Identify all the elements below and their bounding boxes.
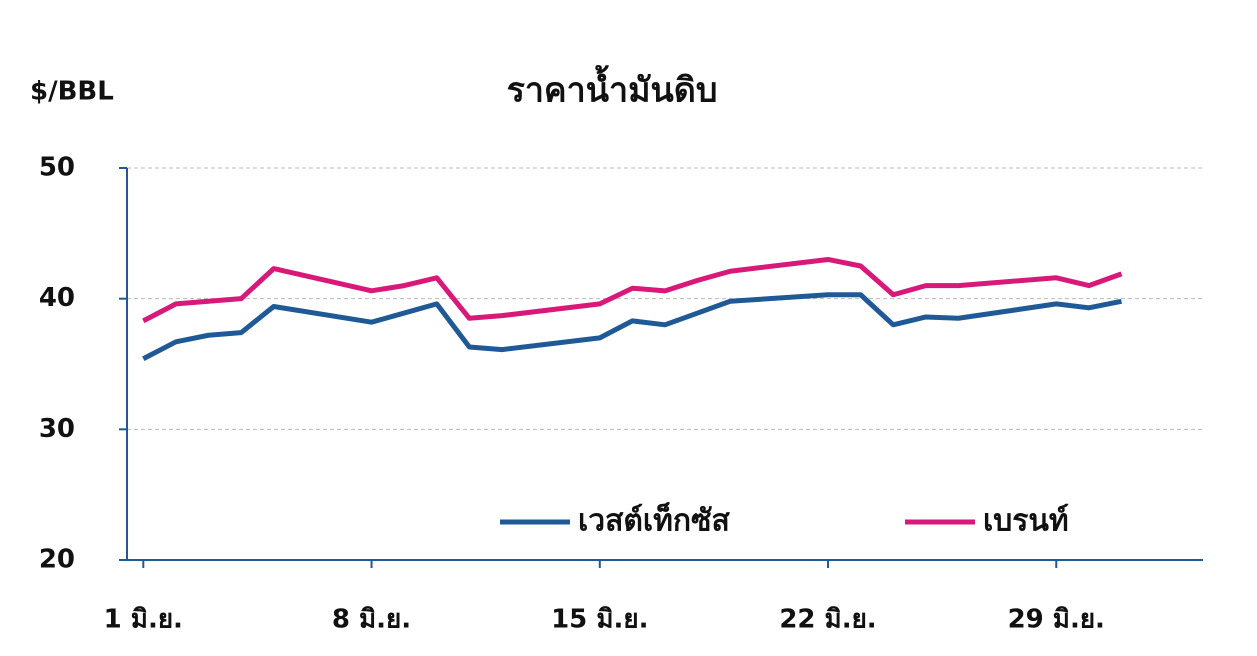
legend-label: เวสต์เท็กซัส [578, 502, 730, 539]
data-line [142, 292, 1122, 361]
y-tick-label: 30 [39, 414, 75, 444]
x-tick-label: 1 มิ.ย. [104, 605, 183, 635]
x-tick-label: 22 มิ.ย. [779, 605, 876, 635]
y-tick-label: 50 [39, 153, 75, 183]
y-axis-label: $/BBL [30, 77, 114, 107]
data-line [142, 256, 1123, 324]
y-tick-label: 20 [39, 545, 75, 575]
x-tick-label: 15 มิ.ย. [551, 605, 648, 635]
chart-title: ราคาน้ำมันดิบ [507, 65, 718, 111]
x-tick-label: 29 มิ.ย. [1008, 605, 1105, 635]
y-tick-label: 40 [39, 283, 75, 313]
legend-label: เบรนท์ [983, 504, 1069, 539]
x-tick-label: 8 มิ.ย. [332, 605, 411, 635]
